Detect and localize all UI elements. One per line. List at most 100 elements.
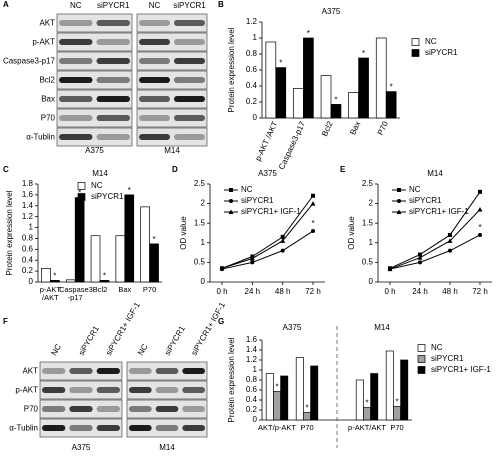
blot-band [129, 368, 152, 374]
blot-band [42, 368, 66, 374]
blot-band [155, 387, 179, 393]
legend-label: siPYCR1+ IGF-1 [431, 365, 491, 374]
row-label: α-Tublin [9, 424, 38, 433]
panel-letter: F [3, 317, 8, 326]
y-tick-label: 0 [253, 415, 258, 424]
y-tick-label: 1.4 [22, 201, 34, 210]
legend-swatch [417, 355, 426, 363]
bar [355, 379, 364, 421]
legend-swatch [77, 193, 86, 201]
blot-box [56, 108, 133, 128]
significance-mark: * [128, 186, 131, 195]
y-tick-label: 1 [29, 223, 34, 232]
y-tick-label: 0.4 [246, 395, 258, 404]
blot-box [56, 32, 133, 52]
bar [295, 357, 304, 421]
blot-band [96, 134, 130, 140]
y-tick-label: 2 [201, 199, 206, 208]
blot-band [59, 115, 93, 121]
cell-line-label: A375 [72, 443, 91, 452]
blot-band [182, 406, 205, 412]
bar [74, 197, 85, 283]
line [221, 195, 314, 269]
lane-label: siPYCR1 [163, 324, 187, 357]
blot-band [139, 96, 170, 102]
panel-letter: A [3, 0, 9, 9]
blot-box [136, 89, 208, 109]
blot-band [69, 425, 93, 431]
legend-label: NC [431, 343, 443, 352]
bar [115, 235, 126, 283]
y-tick-label: 0.2 [246, 405, 258, 414]
row-label: AKT [39, 19, 55, 28]
blot-box [56, 127, 133, 147]
y-tick-label: 1.6 [246, 335, 258, 344]
y-tick-label: 0.2 [22, 266, 34, 275]
bar [50, 280, 60, 283]
legend-label: NC [91, 181, 103, 190]
lane-label: siPYCR1 [173, 1, 206, 10]
blot-band [96, 115, 130, 121]
significance-mark: * [305, 404, 308, 413]
legend-label: siPYCR1 [91, 192, 124, 201]
point [310, 201, 316, 206]
lane-label: NC [49, 342, 63, 357]
point [249, 255, 255, 261]
row-label: Caspase3-p17 [3, 57, 56, 66]
point [448, 232, 452, 237]
blot-band [139, 134, 170, 140]
x-tick-label: Bcl2 [320, 119, 335, 137]
blot-band [96, 406, 120, 412]
legend-label: NC [425, 37, 437, 46]
bar [273, 391, 281, 421]
bar [303, 412, 311, 421]
bar [140, 206, 150, 283]
y-axis-label: Protein expression level [227, 337, 236, 422]
legend-label: NC [241, 185, 253, 194]
x-tick-label: p-AKT/AKT [348, 423, 386, 432]
bar [303, 37, 314, 119]
legend-label: NC [409, 185, 421, 194]
line [221, 230, 314, 270]
significance-mark: * [334, 96, 337, 105]
line [221, 203, 314, 269]
significance-mark: * [365, 399, 368, 408]
blot-band [155, 406, 179, 412]
row-label: α-Tublin [26, 133, 55, 142]
y-tick-label: 0 [369, 277, 374, 286]
significance-mark: * [362, 49, 365, 58]
blot-box [126, 380, 208, 400]
blot-band [129, 387, 152, 393]
significance-mark: * [153, 235, 156, 244]
x-tick-label: P70 [142, 285, 157, 294]
legend-swatch [417, 344, 426, 352]
y-tick-label: 0 [253, 113, 258, 122]
y-tick-label: 1.8 [22, 179, 34, 188]
y-tick-label: 1.2 [246, 17, 258, 26]
significance-mark: * [279, 59, 282, 68]
bar [310, 365, 319, 421]
blot-box [136, 13, 208, 33]
point [311, 193, 315, 198]
legend-label: siPYCR1+ IGF-1 [409, 207, 469, 216]
lane-label: NC [149, 1, 161, 10]
blot-band [174, 58, 205, 64]
blot-band [174, 115, 205, 121]
blot-band [42, 425, 66, 431]
blot-box [136, 108, 208, 128]
blot-band [139, 115, 170, 121]
bar [280, 375, 289, 421]
legend-swatch [411, 38, 420, 46]
point [280, 238, 286, 243]
point [280, 234, 285, 239]
blot-band [129, 406, 152, 412]
blot-band [182, 425, 205, 431]
bar [293, 88, 304, 119]
point [478, 189, 482, 194]
bar [320, 75, 332, 119]
blot-band [96, 387, 120, 393]
row-label: Bcl2 [39, 76, 55, 85]
blot-band [59, 96, 93, 102]
x-tick-label: 72 h [472, 287, 488, 296]
